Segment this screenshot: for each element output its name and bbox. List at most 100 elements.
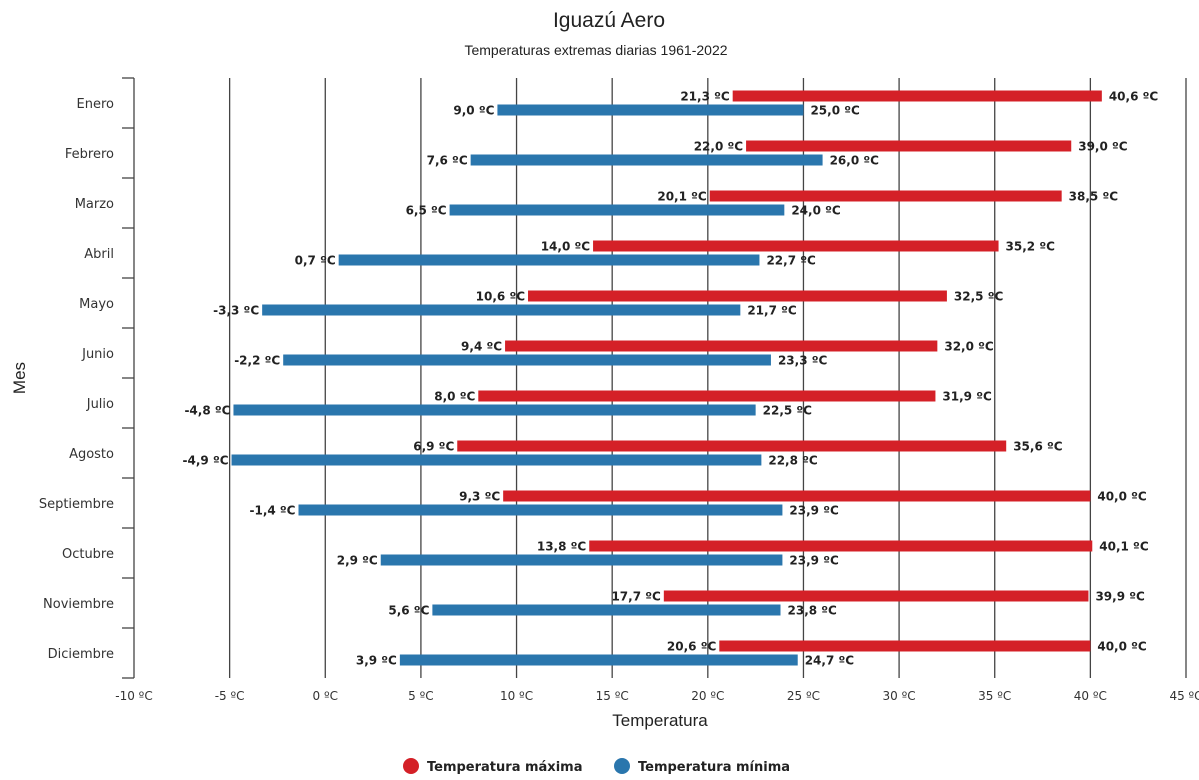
data-label-low: -4,8 ºC [184,404,230,418]
data-label-high: 25,0 ºC [810,104,860,118]
bar [298,504,783,516]
data-label-low: 3,9 ºC [356,654,397,668]
bar [732,90,1102,102]
data-label-low: 9,4 ºC [461,340,502,354]
category-label: Mayo [79,297,114,312]
data-label-high: 32,0 ºC [944,340,994,354]
data-label-high: 39,0 ºC [1078,140,1128,154]
data-label-high: 35,2 ºC [1006,240,1056,254]
y-axis: Enero Febrero Marzo Abril Mayo Junio Julio Agos… [39,77,135,679]
legend-marker-max [403,758,419,774]
chart-title: Iguazú Aero [553,9,665,32]
data-label-low: 10,6 ºC [476,290,526,304]
data-label-low: 22,0 ºC [694,140,744,154]
category-label: Enero [77,97,115,112]
x-tick-label: 10 ºC [500,689,533,703]
data-label-low: 14,0 ºC [541,240,591,254]
x-tick-label: 15 ºC [596,689,629,703]
data-label-high: 38,5 ºC [1069,190,1119,204]
x-tick-label: 0 ºC [313,689,338,703]
data-label-high: 40,6 ºC [1109,90,1159,104]
data-label-high: 40,0 ºC [1097,640,1147,654]
x-tick-label: 30 ºC [883,689,916,703]
category-label: Marzo [75,197,114,212]
bar [593,240,999,252]
category-label: Agosto [69,447,114,462]
data-label-low: 8,0 ºC [434,390,475,404]
bar [505,340,938,352]
x-tick-label: 45 ºC [1169,689,1199,703]
data-label-low: 2,9 ºC [337,554,378,568]
legend-label-min: Temperatura mínima [638,760,790,775]
legend: Temperatura máxima Temperatura mínima [403,758,790,775]
x-tick-label: 25 ºC [787,689,820,703]
data-label-high: 26,0 ºC [830,154,880,168]
data-label-high: 22,5 ºC [763,404,813,418]
x-tick-label: -5 ºC [215,689,245,703]
data-label-low: -4,9 ºC [183,454,229,468]
category-label: Julio [86,397,114,412]
data-label-low: -3,3 ºC [213,304,259,318]
bar [528,290,947,302]
x-axis-title: Temperatura [612,711,708,730]
bar [497,104,804,116]
x-tick-label: -10 ºC [115,689,152,703]
data-label-low: 0,7 ºC [295,254,336,268]
data-label-high: 23,9 ºC [789,504,839,518]
x-tick-label: 40 ºC [1074,689,1107,703]
data-label-high: 40,1 ºC [1099,540,1149,554]
data-label-high: 24,0 ºC [791,204,841,218]
legend-marker-min [614,758,630,774]
data-label-low: -1,4 ºC [249,504,295,518]
category-label: Abril [84,247,114,262]
bar [470,154,823,166]
x-tick-label: 5 ºC [408,689,433,703]
chart-subtitle: Temperaturas extremas diarias 1961-2022 [464,42,727,58]
bar [719,640,1091,652]
data-label-high: 22,7 ºC [766,254,816,268]
bar [746,140,1072,152]
data-label-high: 32,5 ºC [954,290,1004,304]
bar [432,604,781,616]
category-label: Septiembre [39,497,114,512]
data-label-high: 35,6 ºC [1013,440,1063,454]
data-label-low: -2,2 ºC [234,354,280,368]
data-label-low: 9,0 ºC [453,104,494,118]
data-label-low: 6,5 ºC [406,204,447,218]
gridlines [228,78,1187,678]
data-label-low: 6,9 ºC [413,440,454,454]
data-label-low: 13,8 ºC [537,540,587,554]
data-label-low: 20,1 ºC [657,190,707,204]
bar [283,354,771,366]
bar [399,654,798,666]
data-label-high: 39,9 ºC [1095,590,1145,604]
bar [478,390,936,402]
bar [262,304,741,316]
x-tick-label: 35 ºC [978,689,1011,703]
data-label-high: 23,8 ºC [788,604,838,618]
data-label-high: 40,0 ºC [1097,490,1147,504]
category-label: Febrero [65,147,114,162]
bar [380,554,783,566]
bar [233,404,756,416]
data-label-high: 23,9 ºC [789,554,839,568]
data-label-high: 21,7 ºC [747,304,797,318]
data-label-low: 9,3 ºC [459,490,500,504]
bar [231,454,762,466]
data-label-low: 21,3 ºC [680,90,730,104]
data-label-high: 24,7 ºC [805,654,855,668]
category-label: Diciembre [48,647,114,662]
data-label-high: 23,3 ºC [778,354,828,368]
bar [338,254,760,266]
data-label-low: 7,6 ºC [427,154,468,168]
bar [457,440,1007,452]
legend-label-max: Temperatura máxima [427,760,582,775]
bar [449,204,785,216]
category-label: Noviembre [43,597,114,612]
x-tick-label: 20 ºC [691,689,724,703]
x-axis-ticks: -10 ºC -5 ºC 0 ºC 5 ºC 10 ºC 15 ºC 20 ºC 25 ºC 3… [115,689,1199,703]
data-label-high: 22,8 ºC [768,454,818,468]
bar [663,590,1089,602]
bar [709,190,1062,202]
